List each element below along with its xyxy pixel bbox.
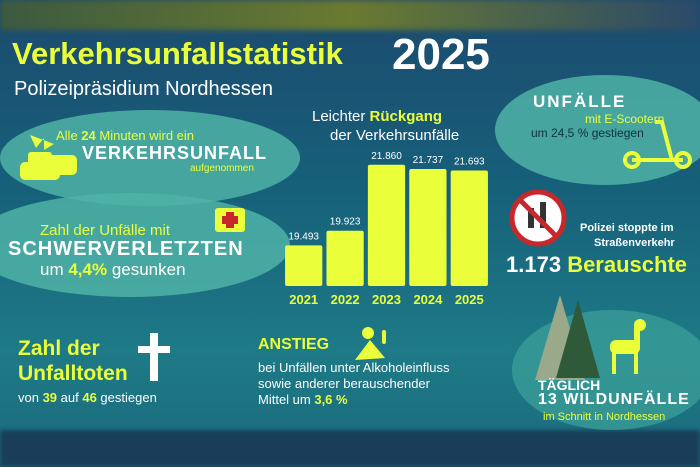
subtitle: Polizeipräsidium Nordhessen: [14, 78, 274, 100]
text: sowie anderer berauschender: [258, 376, 430, 391]
chart-title: Leichter Rückgang: [312, 108, 442, 125]
emphasis: 4,4%: [68, 260, 108, 279]
x-tick-label: 2022: [331, 292, 360, 307]
emphasis: 3,6 %: [314, 392, 348, 407]
x-tick-label: 2024: [413, 292, 443, 307]
emphasis: 46: [82, 390, 97, 405]
text: bei Unfällen unter Alkoholeinfluss sowie…: [258, 360, 450, 408]
text: Polizei stoppte im: [580, 222, 674, 234]
count: 13: [538, 391, 558, 408]
headline: ANSTIEG: [258, 336, 330, 353]
injury-icon: [215, 208, 245, 232]
count: 1.173: [506, 252, 562, 277]
text: 1.173 Berauschte: [506, 252, 687, 278]
headline: 13 WILDUNFÄLLE: [538, 391, 690, 409]
bottom-band: [0, 430, 700, 467]
text: Straßenverkehr: [594, 237, 675, 249]
text: aufgenommen: [190, 163, 254, 174]
value-label: 21.860: [371, 151, 402, 162]
text: Berauschte: [567, 252, 688, 277]
bar: [326, 230, 364, 286]
drunk-icon: [355, 327, 386, 360]
cross-icon: [138, 333, 170, 381]
bar: [409, 168, 447, 286]
scooter-icon: [623, 120, 692, 169]
value-label: 21.737: [413, 155, 444, 166]
value-label: 19.493: [288, 231, 319, 242]
text: auf: [57, 390, 83, 405]
tree-icon: [535, 295, 600, 380]
emphasis: 24: [81, 128, 96, 143]
text: Mittel um 3,6 %: [258, 392, 450, 408]
headline: SCHWERVERLETZTEN: [8, 238, 244, 260]
bubble: [495, 75, 700, 185]
bar: [285, 245, 323, 286]
value-label: 21.693: [454, 156, 485, 167]
headline: VERKEHRSUNFALL: [82, 143, 268, 163]
year: 2025: [392, 30, 490, 79]
text: bei Unfällen unter Alkoholeinfluss: [258, 360, 450, 375]
text: von: [18, 390, 43, 405]
text: Alle 24 Minuten wird ein: [56, 128, 194, 143]
text: Zahl der Unfälle mit: [40, 222, 171, 239]
text: Minuten wird ein: [95, 128, 195, 143]
bubble: [0, 110, 300, 206]
top-band: [0, 0, 700, 30]
text: im Schnitt in Nordhessen: [543, 411, 666, 423]
text: um: [40, 260, 69, 279]
value-label: 19.923: [330, 217, 361, 228]
text: Leichter: [312, 108, 370, 125]
text: mit E-Scootern: [585, 112, 665, 126]
text: gestiegen: [96, 390, 157, 405]
title: Verkehrsunfallstatistik: [12, 36, 343, 71]
text: TÄGLICH: [538, 377, 601, 393]
car-icon: [20, 135, 77, 180]
deer-icon: [610, 319, 646, 374]
bar: [367, 164, 406, 286]
headline: UNFÄLLE: [533, 92, 627, 111]
x-tick-label: 2025: [455, 292, 484, 307]
bar: [450, 170, 488, 286]
headline: Zahl der Unfalltoten: [18, 337, 128, 385]
bar-chart: 19.493 2021 19.923 2022 21.860 2023 21.737 2024…: [285, 151, 488, 307]
text: um 24,5 % gestiegen: [531, 126, 644, 140]
text: Mittel um: [258, 392, 315, 407]
text: WILDUNFÄLLE: [557, 391, 690, 408]
x-tick-label: 2021: [289, 292, 318, 307]
text: von 39 auf 46 gestiegen: [18, 390, 157, 405]
x-tick-label: 2023: [372, 292, 401, 307]
chart-subtitle: der Verkehrsunfälle: [330, 127, 460, 144]
text: um 4,4% gesunken: [40, 260, 186, 280]
prohibition-icon: [509, 189, 567, 247]
emphasis: 39: [42, 390, 58, 405]
emphasis: Rückgang: [369, 108, 443, 125]
text: gesunken: [107, 260, 186, 279]
text: Alle: [56, 128, 82, 143]
